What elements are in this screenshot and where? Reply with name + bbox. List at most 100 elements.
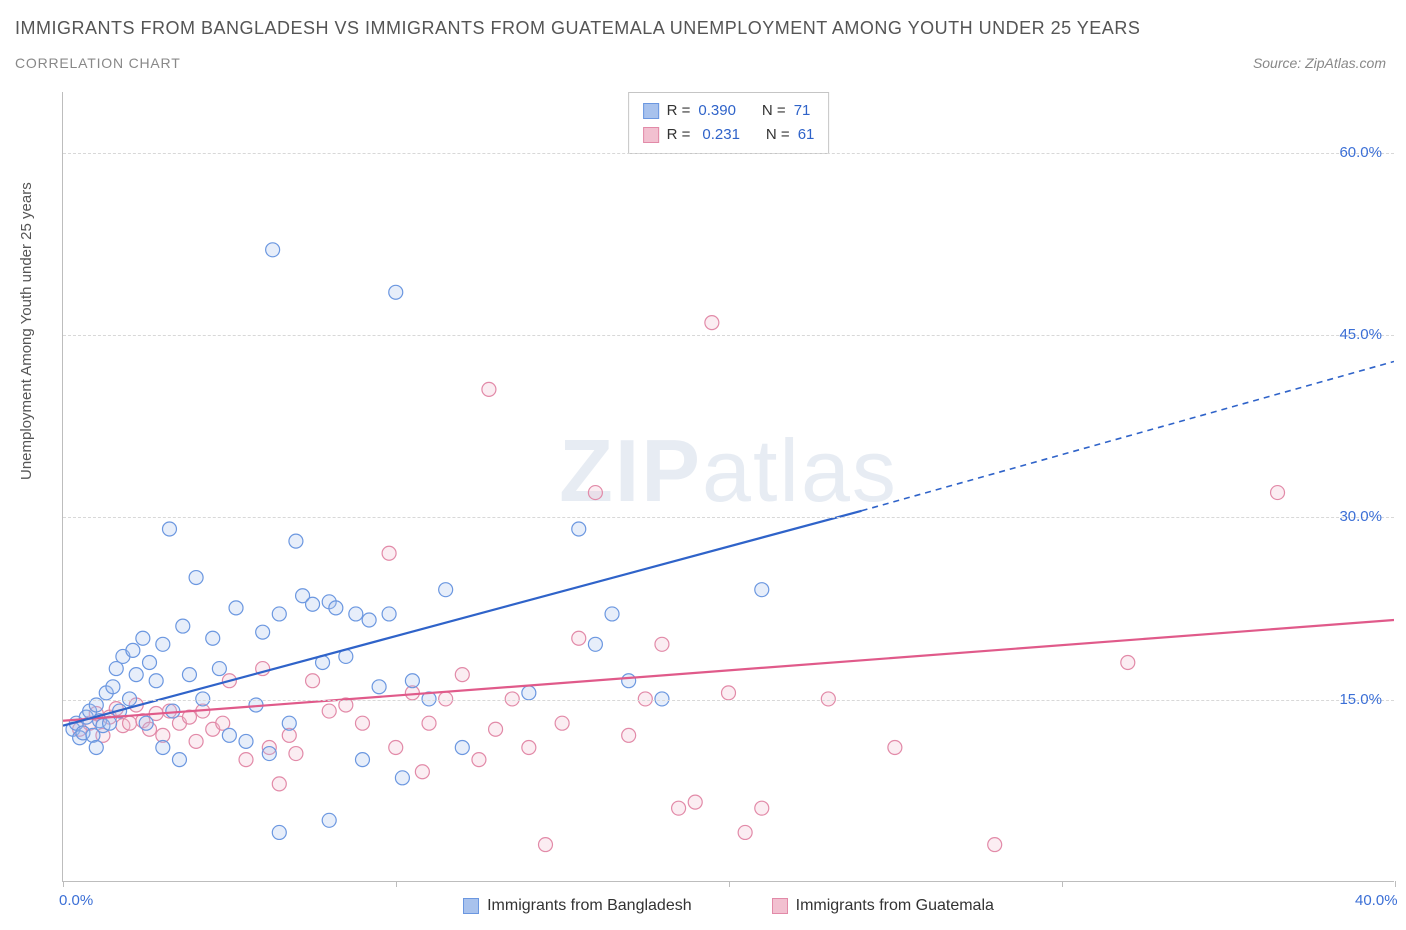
n-value-bangladesh: 71 — [794, 99, 811, 123]
gridline — [63, 153, 1394, 154]
point-bangladesh — [389, 285, 403, 299]
point-bangladesh — [272, 607, 286, 621]
point-bangladesh — [362, 613, 376, 627]
point-bangladesh — [572, 522, 586, 536]
x-tick-label: 0.0% — [59, 892, 93, 909]
r-value-bangladesh: 0.390 — [698, 99, 736, 123]
n-label: N = — [766, 123, 790, 147]
gridline — [63, 335, 1394, 336]
point-bangladesh — [143, 656, 157, 670]
trendline-bangladesh-dash — [862, 361, 1394, 510]
point-bangladesh — [306, 597, 320, 611]
point-bangladesh — [455, 740, 469, 754]
point-guatemala — [1121, 656, 1135, 670]
point-bangladesh — [439, 583, 453, 597]
point-bangladesh — [222, 728, 236, 742]
point-guatemala — [306, 674, 320, 688]
series-legend: Immigrants from Bangladesh Immigrants fr… — [63, 897, 1394, 915]
point-guatemala — [888, 740, 902, 754]
point-bangladesh — [755, 583, 769, 597]
point-bangladesh — [139, 716, 153, 730]
point-guatemala — [322, 704, 336, 718]
chart-title: IMMIGRANTS FROM BANGLADESH VS IMMIGRANTS… — [15, 18, 1140, 39]
y-tick-label: 15.0% — [1339, 691, 1382, 708]
point-bangladesh — [172, 753, 186, 767]
point-bangladesh — [622, 674, 636, 688]
point-guatemala — [705, 316, 719, 330]
point-bangladesh — [176, 619, 190, 633]
point-bangladesh — [182, 668, 196, 682]
point-guatemala — [988, 838, 1002, 852]
point-bangladesh — [136, 631, 150, 645]
point-bangladesh — [405, 674, 419, 688]
y-axis-label: Unemployment Among Youth under 25 years — [18, 182, 35, 480]
x-tick — [1062, 881, 1063, 887]
point-guatemala — [622, 728, 636, 742]
point-guatemala — [555, 716, 569, 730]
y-tick-label: 60.0% — [1339, 144, 1382, 161]
point-bangladesh — [322, 813, 336, 827]
point-guatemala — [755, 801, 769, 815]
point-guatemala — [272, 777, 286, 791]
point-bangladesh — [272, 825, 286, 839]
point-bangladesh — [349, 607, 363, 621]
page-root: IMMIGRANTS FROM BANGLADESH VS IMMIGRANTS… — [0, 0, 1406, 930]
point-guatemala — [482, 382, 496, 396]
correlation-legend: R = 0.390 N = 71 R = 0.231 N = 61 — [628, 92, 830, 154]
point-guatemala — [382, 546, 396, 560]
point-guatemala — [738, 825, 752, 839]
r-label: R = — [667, 123, 691, 147]
point-bangladesh — [382, 607, 396, 621]
point-bangladesh — [239, 734, 253, 748]
point-bangladesh — [229, 601, 243, 615]
y-tick-label: 30.0% — [1339, 508, 1382, 525]
chart-area: ZIPatlas R = 0.390 N = 71 R = 0.231 N = … — [62, 92, 1394, 882]
point-bangladesh — [605, 607, 619, 621]
n-label: N = — [762, 99, 786, 123]
swatch-bangladesh-icon — [463, 898, 479, 914]
r-value-guatemala: 0.231 — [702, 123, 740, 147]
point-guatemala — [189, 734, 203, 748]
chart-subtitle: CORRELATION CHART — [15, 55, 181, 71]
point-bangladesh — [522, 686, 536, 700]
legend-item-bangladesh: Immigrants from Bangladesh — [463, 897, 692, 915]
point-guatemala — [655, 637, 669, 651]
point-bangladesh — [212, 662, 226, 676]
x-tick — [63, 881, 64, 887]
point-guatemala — [123, 716, 137, 730]
x-tick — [396, 881, 397, 887]
point-guatemala — [672, 801, 686, 815]
point-bangladesh — [126, 643, 140, 657]
x-tick — [1395, 881, 1396, 887]
point-guatemala — [355, 716, 369, 730]
swatch-guatemala-icon — [643, 127, 659, 143]
point-guatemala — [415, 765, 429, 779]
point-guatemala — [688, 795, 702, 809]
point-bangladesh — [282, 716, 296, 730]
point-bangladesh — [256, 625, 270, 639]
trendline-bangladesh — [63, 511, 862, 726]
point-bangladesh — [395, 771, 409, 785]
point-bangladesh — [289, 534, 303, 548]
point-guatemala — [538, 838, 552, 852]
point-bangladesh — [372, 680, 386, 694]
point-guatemala — [522, 740, 536, 754]
point-guatemala — [588, 486, 602, 500]
point-bangladesh — [266, 243, 280, 257]
x-tick — [729, 881, 730, 887]
gridline — [63, 700, 1394, 701]
point-bangladesh — [156, 637, 170, 651]
point-guatemala — [422, 716, 436, 730]
point-bangladesh — [156, 740, 170, 754]
point-bangladesh — [129, 668, 143, 682]
point-bangladesh — [89, 740, 103, 754]
point-bangladesh — [206, 631, 220, 645]
x-tick-label: 40.0% — [1355, 892, 1398, 909]
point-bangladesh — [355, 753, 369, 767]
r-label: R = — [667, 99, 691, 123]
y-tick-label: 45.0% — [1339, 326, 1382, 343]
point-bangladesh — [162, 522, 176, 536]
point-guatemala — [1271, 486, 1285, 500]
swatch-bangladesh-icon — [643, 103, 659, 119]
point-guatemala — [455, 668, 469, 682]
